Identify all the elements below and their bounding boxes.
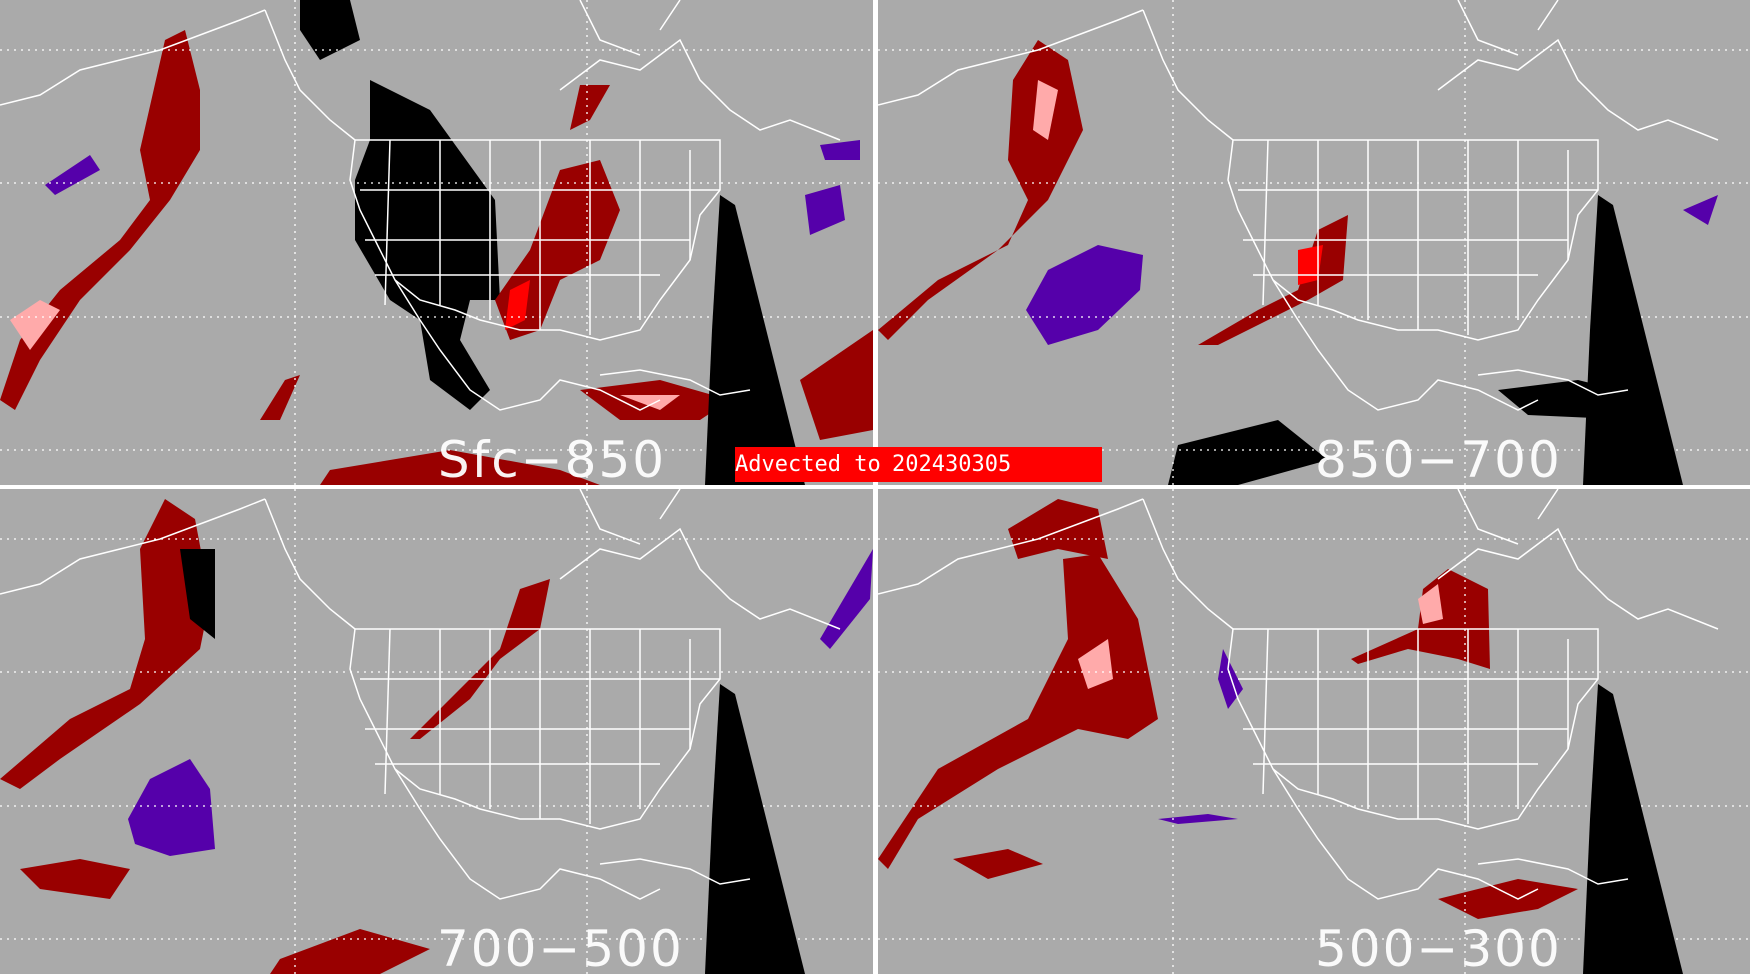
moisture-dark-red [20,859,130,899]
moisture-dark-red [1008,499,1108,559]
layer-label: 500−300 [1315,920,1562,974]
moisture-purple [1026,245,1143,345]
moisture-dark-red [570,85,610,130]
moisture-pink [1033,80,1058,140]
moisture-dark-red [410,579,550,739]
moisture-dark-red [953,849,1043,879]
moisture-purple [1158,814,1238,824]
moisture-dark-red [320,450,600,485]
black-region [180,549,215,639]
advection-banner: Advected to 202430305 [735,447,1102,482]
moisture-purple [45,155,100,195]
moisture-pink [1418,584,1443,624]
moisture-dark-red [270,929,430,974]
moisture-dark-red [0,30,200,410]
layer-label: Sfc−850 [437,431,667,485]
moisture-pink [620,395,680,410]
horizontal-divider [0,485,1750,489]
black-region [1168,420,1328,485]
map-850-700 [878,0,1750,485]
moisture-purple [128,759,215,856]
moisture-purple [805,185,845,235]
map-sfc-850 [0,0,873,485]
layer-label: 850−700 [1315,431,1562,485]
moisture-purple [820,140,860,160]
black-region [300,0,360,60]
panel-500-300: 500−300 [878,489,1750,974]
panel-sfc-850: Sfc−850 [0,0,873,485]
panel-850-700: 850−700 [878,0,1750,485]
moisture-dark-red [878,554,1158,869]
moisture-dark-red [878,40,1083,340]
moisture-dark-red [1351,569,1490,669]
banner-date: 202430305 [892,452,1012,477]
black-region [355,80,500,410]
moisture-dark-red [1438,879,1578,919]
moisture-dark-red [260,375,300,420]
moisture-pink [10,300,60,350]
map-500-300 [878,489,1750,974]
moisture-dark-red [800,330,873,440]
map-700-500 [0,489,873,974]
banner-prefix: Advected to [735,452,881,477]
moisture-purple [820,549,873,649]
layer-label: 700−500 [437,920,684,974]
moisture-purple [1683,195,1718,225]
moisture-pink [1078,639,1113,689]
moisture-dark-red [0,499,210,789]
panel-700-500: 700−500 [0,489,873,974]
